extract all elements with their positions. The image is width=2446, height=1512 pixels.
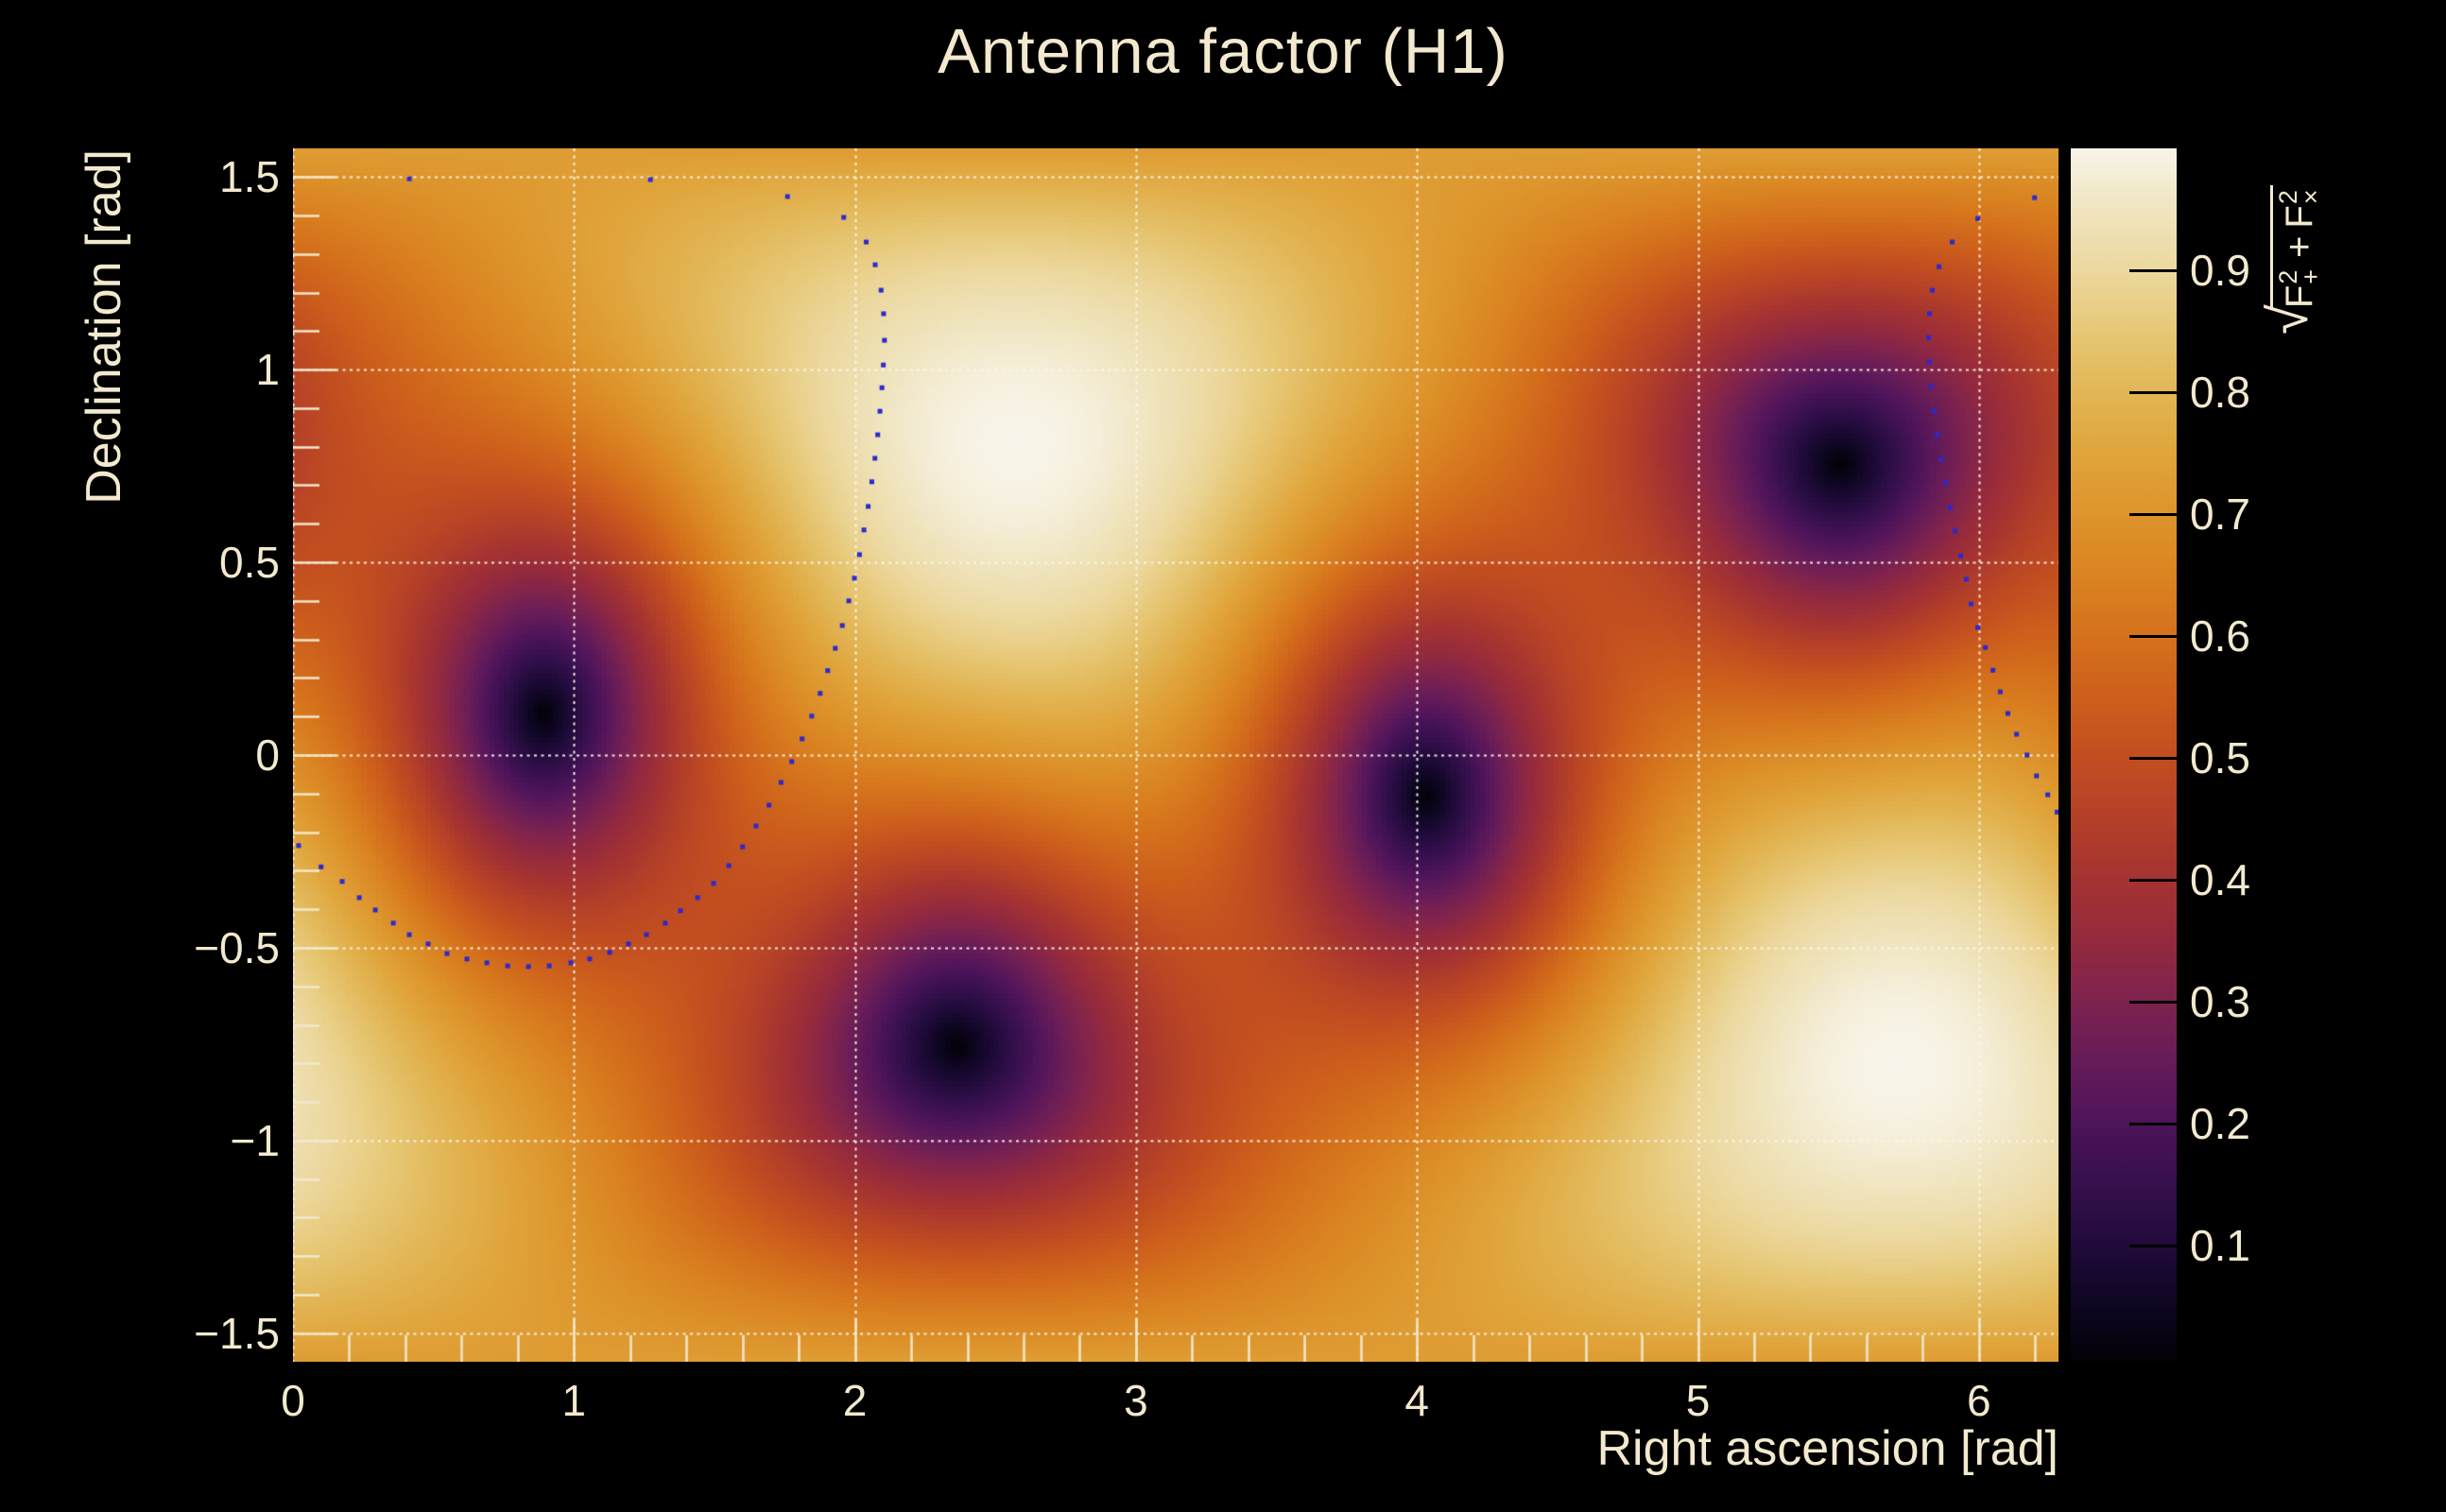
colorbar-tick-label: 0.8	[2190, 368, 2250, 418]
f-plus-supsub: 2 +	[2274, 268, 2325, 284]
colorbar-tick	[2129, 390, 2177, 394]
colorbar-tick	[2129, 878, 2177, 882]
colorbar-tick-label: 0.9	[2190, 246, 2250, 296]
f-cross-supsub: 2 ×	[2274, 189, 2325, 205]
f-plus-base: F	[2278, 284, 2320, 309]
y-tick-label: 1	[255, 345, 280, 395]
colorbar-tick	[2129, 1244, 2177, 1247]
y-tick-label: −1	[230, 1115, 280, 1165]
x-tick-label: 4	[1404, 1376, 1429, 1425]
page-title: Antenna factor (H1)	[938, 16, 1508, 87]
colorbar	[2071, 148, 2177, 1362]
y-tick-label: −1.5	[194, 1308, 280, 1358]
f-cross-sub: ×	[2297, 189, 2325, 205]
colorbar-tick	[2129, 1122, 2177, 1125]
colorbar-tick-label: 0.6	[2190, 611, 2250, 662]
colorbar-tick-label: 0.4	[2190, 855, 2250, 905]
plot-overlay-grid-ticks-dots	[293, 148, 2058, 1362]
x-axis-title: Right ascension [rad]	[1596, 1421, 2059, 1476]
y-tick-label: 1.5	[219, 152, 280, 202]
sqrt-radical-icon: √	[2258, 304, 2319, 335]
colorbar-title-formula: √ F 2 + + F 2 ×	[2258, 130, 2331, 335]
y-tick-label: 0	[255, 730, 280, 780]
radicand: F 2 + + F 2 ×	[2270, 185, 2325, 309]
x-tick-label: 6	[1967, 1376, 1991, 1425]
plus-operator: +	[2278, 235, 2320, 258]
colorbar-tick	[2129, 512, 2177, 516]
colorbar-tick-label: 0.5	[2190, 733, 2250, 783]
colorbar-tick	[2129, 756, 2177, 760]
f-cross-base: F	[2278, 205, 2320, 229]
colorbar-tick	[2129, 1000, 2177, 1004]
colorbar-tick	[2129, 268, 2177, 272]
y-tick-label: 0.5	[219, 538, 280, 588]
y-tick-label: −0.5	[194, 922, 280, 972]
colorbar-tick	[2129, 634, 2177, 638]
x-tick-label: 3	[1124, 1376, 1148, 1425]
x-tick-label: 1	[561, 1376, 587, 1425]
colorbar-tick-label: 0.2	[2190, 1099, 2250, 1149]
x-tick-label: 2	[842, 1376, 868, 1425]
colorbar-tick-label: 0.3	[2190, 977, 2250, 1027]
x-tick-label: 5	[1685, 1376, 1711, 1425]
f-plus-sub: +	[2297, 268, 2325, 284]
colorbar-tick-label: 0.7	[2190, 490, 2250, 540]
colorbar-tick-label: 0.1	[2190, 1221, 2250, 1271]
x-tick-label: 0	[281, 1376, 305, 1425]
